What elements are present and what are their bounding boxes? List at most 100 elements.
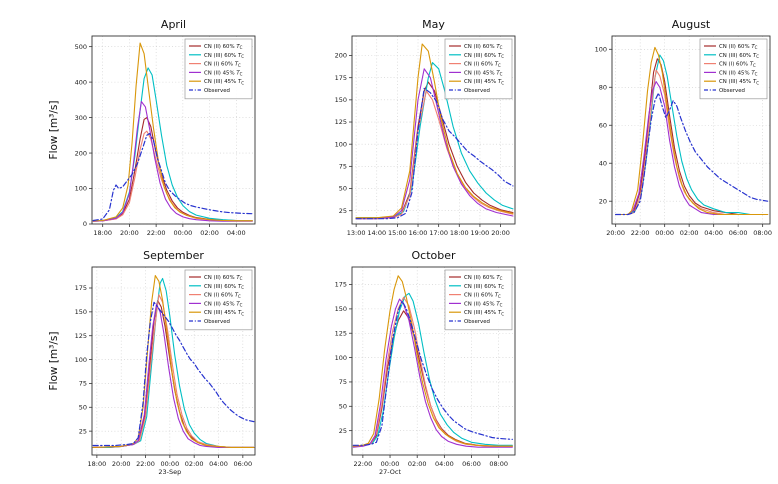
series-line-cn-ii-45-tc <box>92 303 255 448</box>
y-axis-label-top: Flow [m³/s] <box>48 101 60 160</box>
tick-labels: 18:00 20:00 22:00 00:00 02:00 04:00 06:00 25 50 7… <box>75 284 253 476</box>
legend: CN (II) 60% TC CN (III) 60% TC CN (I) 60% … <box>184 38 253 100</box>
svg-text:175: 175 <box>75 284 87 292</box>
legend-label-cn-iii-60-tc: CN (III) 60% TC <box>719 53 759 59</box>
legend-label-cn-iii-60-tc: CN (III) 60% TC <box>464 284 504 290</box>
series-line-cn-iii-45-tc <box>92 42 253 222</box>
svg-text:19:00: 19:00 <box>471 229 490 237</box>
series-line-cn-iii-45-tc <box>352 275 513 447</box>
svg-text:22:00: 22:00 <box>136 460 155 468</box>
svg-text:00:00: 00:00 <box>173 229 192 237</box>
legend-label-cn-i-60-tc: CN (I) 60% TC <box>464 62 501 68</box>
legend-label-cn-iii-45-tc: CN (III) 45% TC <box>464 310 504 316</box>
legend-label-cn-i-60-tc: CN (I) 60% TC <box>204 62 241 68</box>
tick-labels: 22:00 00:00 02:00 04:00 06:00 08:00 25 50 75 100 1… <box>335 281 508 476</box>
tick-labels: 20:00 22:00 00:00 02:00 04:00 06:00 08:00 20 40 6… <box>595 45 772 237</box>
series-line-observed <box>615 92 769 216</box>
x-axis-date-label: 27-Oct <box>379 468 401 476</box>
plot-border <box>611 35 771 225</box>
legend-label-cn-ii-60-tc: CN (II) 60% TC <box>204 44 243 50</box>
legend-label-cn-iii-60-tc: CN (III) 60% TC <box>204 284 244 290</box>
series-line-cn-ii-60-tc <box>355 81 514 219</box>
svg-text:02:00: 02:00 <box>200 229 219 237</box>
x-axis-date-label: 23-Sep <box>158 468 181 476</box>
legend-box <box>699 38 768 100</box>
svg-text:0: 0 <box>83 220 87 228</box>
chart-august-plot: 20:00 22:00 00:00 02:00 04:00 06:00 08:00 20 40 6… <box>595 35 772 237</box>
svg-text:100: 100 <box>335 140 347 148</box>
legend-label-cn-iii-45-tc: CN (III) 45% TC <box>204 79 244 85</box>
legend: CN (II) 60% TC CN (III) 60% TC CN (I) 60% … <box>444 38 513 100</box>
svg-text:200: 200 <box>75 149 87 157</box>
series-line-cn-ii-45-tc <box>92 101 253 222</box>
svg-text:150: 150 <box>75 308 87 316</box>
series-line-cn-iii-60-tc <box>352 292 513 447</box>
svg-text:25: 25 <box>339 427 347 435</box>
svg-text:500: 500 <box>75 43 87 51</box>
legend-label-cn-ii-45-tc: CN (II) 45% TC <box>719 70 758 76</box>
svg-text:125: 125 <box>335 118 347 126</box>
legend-label-cn-iii-60-tc: CN (III) 60% TC <box>464 53 504 59</box>
svg-text:125: 125 <box>335 329 347 337</box>
legend-label-cn-ii-60-tc: CN (II) 60% TC <box>204 275 243 281</box>
legend-label-cn-ii-45-tc: CN (II) 45% TC <box>464 301 503 307</box>
series-line-cn-i-60-tc <box>355 90 514 220</box>
legend-box <box>444 38 513 100</box>
legend: CN (II) 60% TC CN (III) 60% TC CN (I) 60% … <box>444 269 513 331</box>
svg-text:00:00: 00:00 <box>160 460 179 468</box>
legend-label-cn-ii-45-tc: CN (II) 45% TC <box>204 301 243 307</box>
svg-text:200: 200 <box>335 52 347 60</box>
legend-label-cn-ii-45-tc: CN (II) 45% TC <box>464 70 503 76</box>
axis-ticks <box>89 287 244 458</box>
legend-label-cn-iii-45-tc: CN (III) 45% TC <box>204 310 244 316</box>
svg-text:04:00: 04:00 <box>435 460 454 468</box>
legend-label-cn-i-60-tc: CN (I) 60% TC <box>204 293 241 299</box>
svg-text:06:00: 06:00 <box>233 460 252 468</box>
svg-text:175: 175 <box>335 281 347 289</box>
y-axis-label-bottom: Flow [m³/s] <box>48 332 60 391</box>
chart-april-plot: 18:00 20:00 22:00 00:00 02:00 04:00 0 100 200 300… <box>75 35 256 237</box>
svg-text:400: 400 <box>75 78 87 86</box>
svg-text:75: 75 <box>79 380 87 388</box>
series-line-observed <box>92 301 255 447</box>
svg-text:175: 175 <box>335 74 347 82</box>
legend-label-cn-iii-60-tc: CN (III) 60% TC <box>204 53 244 59</box>
svg-text:20:00: 20:00 <box>112 460 131 468</box>
legend-label-cn-iii-45-tc: CN (III) 45% TC <box>464 79 504 85</box>
svg-text:08:00: 08:00 <box>753 229 772 237</box>
chart-september-plot: 18:00 20:00 22:00 00:00 02:00 04:00 06:00 25 50 7… <box>75 266 256 476</box>
svg-text:13:00: 13:00 <box>347 229 366 237</box>
chart-may-plot: 13:00 14:00 15:00 16:00 17:00 18:00 19:00 20:00… <box>335 35 516 237</box>
chart-title-august: August <box>672 18 711 31</box>
svg-text:16:00: 16:00 <box>409 229 428 237</box>
chart-title-may: May <box>422 18 445 31</box>
svg-text:04:00: 04:00 <box>704 229 723 237</box>
svg-text:04:00: 04:00 <box>227 229 246 237</box>
svg-text:125: 125 <box>75 332 87 340</box>
svg-text:22:00: 22:00 <box>353 460 372 468</box>
svg-text:06:00: 06:00 <box>462 460 481 468</box>
axis-ticks <box>609 48 764 227</box>
legend-label-cn-ii-60-tc: CN (II) 60% TC <box>719 44 758 50</box>
axis-ticks <box>349 284 500 458</box>
legend-label-cn-i-60-tc: CN (I) 60% TC <box>719 62 756 68</box>
series-line-cn-iii-45-tc <box>615 46 769 216</box>
chart-october: 22:00 00:00 02:00 04:00 06:00 08:00 25 50 75 100 1… <box>335 249 516 476</box>
legend-label-cn-iii-45-tc: CN (III) 45% TC <box>719 79 759 85</box>
series-line-cn-ii-45-tc <box>355 68 514 220</box>
chart-september: 18:00 20:00 22:00 00:00 02:00 04:00 06:00 25 50 7… <box>48 249 256 476</box>
svg-text:20:00: 20:00 <box>491 229 510 237</box>
legend-box <box>184 38 253 100</box>
chart-october-plot: 22:00 00:00 02:00 04:00 06:00 08:00 25 50 75 100 1… <box>335 266 516 476</box>
svg-text:02:00: 02:00 <box>680 229 699 237</box>
svg-text:02:00: 02:00 <box>185 460 204 468</box>
series-line-observed <box>92 132 253 222</box>
svg-text:06:00: 06:00 <box>729 229 748 237</box>
legend-label-observed: Observed <box>464 319 490 325</box>
svg-text:75: 75 <box>339 163 347 171</box>
svg-text:15:00: 15:00 <box>388 229 407 237</box>
chart-title-september: September <box>143 249 204 262</box>
svg-text:100: 100 <box>75 356 87 364</box>
plot-border <box>91 35 256 225</box>
